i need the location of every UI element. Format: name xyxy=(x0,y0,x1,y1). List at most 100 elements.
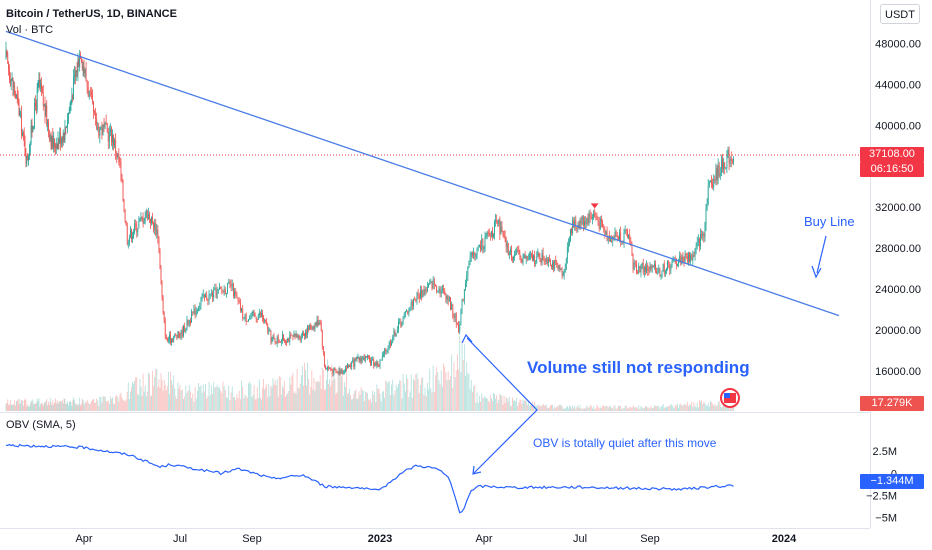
volume-bar xyxy=(576,407,578,411)
candle-body xyxy=(725,167,727,169)
candle-body xyxy=(727,149,729,155)
volume-bar xyxy=(619,406,620,411)
time-tick-label: Jul xyxy=(173,533,187,545)
candle-body xyxy=(366,355,368,358)
candle-body xyxy=(75,70,77,76)
candle-body xyxy=(502,230,504,234)
volume-bar xyxy=(631,407,633,411)
volume-bar xyxy=(119,394,121,411)
volume-bar xyxy=(400,380,402,411)
candle-body xyxy=(621,242,623,243)
volume-bar xyxy=(63,398,65,411)
volume-bar xyxy=(59,401,61,411)
volume-bar xyxy=(70,402,72,411)
candle-body xyxy=(607,235,609,241)
candle-body xyxy=(574,220,576,228)
candle-body xyxy=(685,253,687,257)
volume-bar xyxy=(20,403,22,411)
volume-bar xyxy=(31,401,33,411)
candle-body xyxy=(632,254,634,270)
candle-body xyxy=(41,92,43,94)
volume-bar xyxy=(134,380,136,411)
volume-bar xyxy=(148,373,150,411)
volume-bar xyxy=(54,398,56,411)
volume-bar xyxy=(701,400,703,411)
volume-bar xyxy=(502,404,504,411)
candle-body xyxy=(273,336,275,339)
candle-body xyxy=(459,324,461,332)
candle-body xyxy=(90,91,92,96)
volume-bar xyxy=(438,380,440,411)
time-tick-label: 2023 xyxy=(368,533,392,545)
volume-bar xyxy=(622,408,624,411)
candle-body xyxy=(584,221,585,226)
volume-bar xyxy=(226,397,227,411)
volume-bar xyxy=(413,378,414,411)
volume-bar xyxy=(444,366,446,411)
volume-bar xyxy=(244,394,246,411)
volume-bar xyxy=(280,394,282,411)
candle-body xyxy=(561,269,563,276)
candle-body xyxy=(340,370,342,374)
price-candles xyxy=(5,41,734,377)
candle-body xyxy=(144,216,146,222)
volume-bar xyxy=(668,405,670,411)
candle-body xyxy=(135,223,137,225)
candle-body xyxy=(54,147,56,149)
candle-body xyxy=(680,256,682,264)
candle-body xyxy=(279,341,281,343)
candle-body xyxy=(30,125,32,142)
candle-body xyxy=(312,326,314,330)
candle-body xyxy=(646,264,648,272)
candle-body xyxy=(547,259,549,264)
volume-bar xyxy=(222,381,224,411)
volume-bar xyxy=(716,405,718,411)
candle-body xyxy=(534,255,536,264)
candle-body xyxy=(520,257,522,261)
candle-body xyxy=(722,158,723,169)
candle-body xyxy=(73,76,75,99)
volume-bar xyxy=(164,384,166,411)
volume-bar xyxy=(153,385,155,411)
candle-body xyxy=(497,220,499,225)
volume-bar xyxy=(87,402,89,411)
candle-body xyxy=(368,355,369,357)
flag-canton-icon xyxy=(724,393,730,398)
volume-bar xyxy=(663,407,665,411)
candle-body xyxy=(682,257,684,260)
volume-bar xyxy=(637,408,639,411)
candle-body xyxy=(436,285,438,292)
candle-body xyxy=(712,183,714,188)
volume-bar xyxy=(453,362,455,411)
candle-body xyxy=(701,233,703,237)
volume-bar xyxy=(423,394,425,411)
volume-bar xyxy=(348,393,349,411)
volume-bar xyxy=(455,370,457,411)
volume-bar xyxy=(378,388,380,411)
volume-bar xyxy=(323,389,325,411)
volume-bar xyxy=(263,378,264,411)
candle-body xyxy=(154,223,156,230)
candle-body xyxy=(694,249,696,257)
volume-bar xyxy=(591,408,593,411)
volume-bar xyxy=(677,403,678,411)
candle-body xyxy=(395,332,397,337)
volume-bar xyxy=(51,405,53,411)
candle-body xyxy=(59,132,61,143)
candle-body xyxy=(224,288,226,294)
volume-bar xyxy=(558,404,560,411)
candle-body xyxy=(507,243,509,256)
candle-body xyxy=(77,59,79,73)
volume-bar xyxy=(511,406,512,411)
currency-button[interactable]: USDT xyxy=(880,4,920,24)
volume-bar xyxy=(8,404,10,411)
candle-body xyxy=(216,290,218,298)
volume-bar xyxy=(681,405,683,411)
volume-bar xyxy=(528,405,530,411)
candle-body xyxy=(41,83,42,93)
candle-body xyxy=(351,362,353,368)
volume-bar xyxy=(421,377,423,411)
candle-body xyxy=(591,217,593,220)
volume-bar xyxy=(122,399,124,411)
